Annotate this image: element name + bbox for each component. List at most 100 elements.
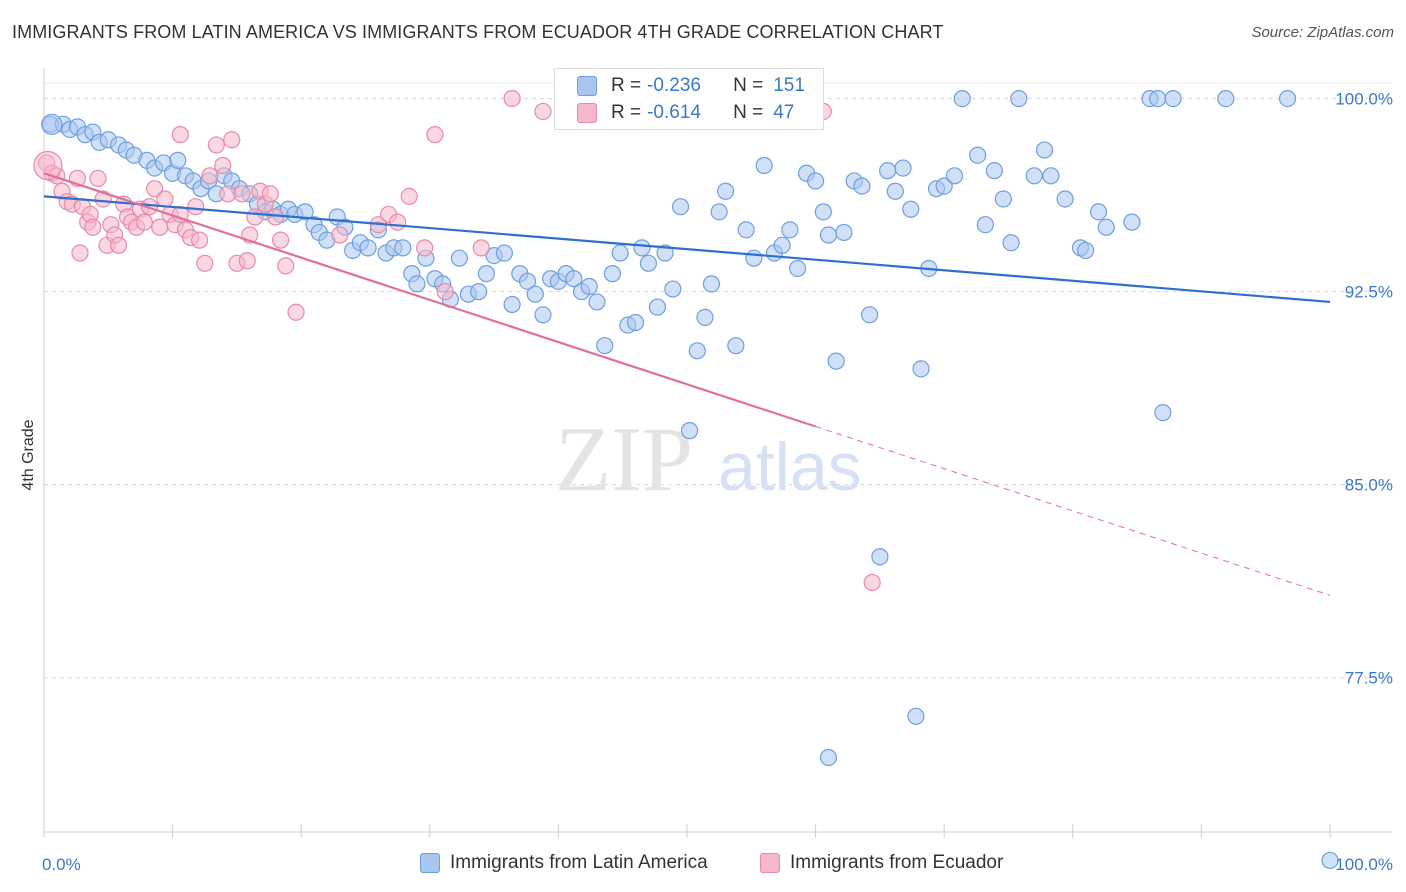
legend-swatch-pink bbox=[760, 853, 780, 873]
watermark-zip: ZIP bbox=[555, 408, 693, 510]
data-point bbox=[737, 221, 755, 239]
points-layer bbox=[33, 89, 1339, 870]
data-point bbox=[534, 102, 552, 121]
stats-legend: R = -0.236 N = 151 R = -0.614 N = 47 bbox=[554, 68, 824, 130]
data-point bbox=[503, 295, 521, 314]
legend-item-ecuador[interactable]: Immigrants from Ecuador bbox=[760, 852, 1003, 874]
data-point bbox=[1123, 213, 1141, 231]
data-point bbox=[1056, 190, 1074, 208]
data-point bbox=[233, 185, 251, 203]
data-point bbox=[945, 167, 964, 185]
data-point bbox=[664, 280, 682, 298]
data-point bbox=[902, 200, 920, 218]
y-tick-label: 85.0% bbox=[1345, 476, 1393, 495]
data-point bbox=[953, 89, 971, 108]
data-point bbox=[835, 223, 853, 242]
data-point bbox=[207, 136, 225, 154]
data-point bbox=[565, 270, 583, 288]
data-point bbox=[71, 244, 89, 262]
data-point bbox=[1077, 241, 1095, 260]
data-point bbox=[261, 185, 279, 203]
data-point bbox=[696, 308, 714, 326]
data-point bbox=[394, 239, 412, 257]
stats-row-ecuador: R = -0.614 N = 47 bbox=[577, 102, 794, 124]
x-tick-label: 0.0% bbox=[42, 855, 81, 874]
data-point bbox=[656, 244, 674, 262]
data-point bbox=[853, 177, 871, 195]
data-point bbox=[389, 213, 407, 231]
x-tick-label: 100.0% bbox=[1335, 855, 1393, 874]
data-point bbox=[470, 283, 488, 301]
data-point bbox=[1149, 89, 1167, 108]
data-point bbox=[1164, 89, 1182, 108]
data-point bbox=[596, 337, 614, 355]
data-point bbox=[135, 213, 153, 231]
data-point bbox=[626, 313, 645, 332]
data-point bbox=[1025, 167, 1043, 185]
data-point bbox=[745, 249, 763, 267]
watermark-atlas: atlas bbox=[718, 429, 862, 505]
chart-legend: Immigrants from Latin America Immigrants… bbox=[0, 852, 1406, 878]
data-point bbox=[648, 298, 667, 316]
data-point bbox=[1042, 167, 1060, 185]
data-point bbox=[272, 231, 290, 249]
data-point bbox=[1002, 234, 1020, 252]
data-point bbox=[611, 244, 629, 262]
legend-label: Immigrants from Latin America bbox=[450, 852, 708, 873]
r-label: R = bbox=[611, 75, 642, 96]
data-point bbox=[187, 198, 205, 216]
data-point bbox=[886, 182, 904, 200]
data-point bbox=[331, 226, 349, 244]
legend-item-latin-america[interactable]: Immigrants from Latin America bbox=[420, 852, 708, 874]
y-tick-label: 77.5% bbox=[1345, 669, 1393, 688]
data-point bbox=[912, 360, 930, 378]
data-point bbox=[296, 203, 314, 221]
data-point bbox=[246, 208, 264, 226]
data-point bbox=[151, 218, 169, 236]
grid-layer bbox=[44, 82, 1392, 679]
data-point bbox=[863, 573, 881, 592]
data-point bbox=[472, 239, 490, 257]
data-point bbox=[1217, 89, 1235, 108]
r-label: R = bbox=[611, 102, 642, 123]
legend-label: Immigrants from Ecuador bbox=[790, 852, 1004, 873]
labels-layer: 100.0% 92.5% 85.0% 77.5% 0.0% 100.0% 4th Grade bbox=[20, 90, 1393, 874]
data-point bbox=[580, 277, 598, 296]
data-point bbox=[1154, 403, 1172, 422]
data-point bbox=[534, 306, 552, 324]
data-point bbox=[871, 548, 889, 566]
data-point bbox=[169, 151, 187, 169]
source-label: Source: ZipAtlas.com bbox=[1251, 24, 1394, 41]
data-point bbox=[985, 162, 1003, 180]
data-point bbox=[416, 239, 434, 257]
legend-swatch-blue bbox=[420, 853, 440, 873]
data-point bbox=[716, 182, 735, 200]
data-point bbox=[359, 239, 377, 257]
stats-swatch-pink bbox=[577, 103, 597, 123]
data-point bbox=[400, 187, 418, 205]
data-point bbox=[879, 162, 897, 180]
data-point bbox=[495, 244, 513, 262]
data-point bbox=[223, 131, 241, 149]
data-point bbox=[819, 748, 838, 767]
data-point bbox=[819, 226, 838, 244]
n-label: N = bbox=[733, 75, 764, 96]
data-point bbox=[426, 126, 444, 144]
data-point bbox=[710, 203, 728, 221]
data-point bbox=[603, 265, 622, 283]
data-point bbox=[1035, 141, 1054, 159]
data-point bbox=[89, 169, 107, 187]
y-tick-label: 100.0% bbox=[1335, 90, 1393, 109]
y-axis-label: 4th Grade bbox=[20, 419, 37, 490]
data-point bbox=[84, 218, 102, 236]
trend-line bbox=[43, 172, 816, 428]
data-point bbox=[702, 275, 721, 293]
data-point bbox=[861, 306, 879, 324]
data-point bbox=[1278, 89, 1297, 108]
n-value: 47 bbox=[773, 102, 795, 123]
data-point bbox=[781, 221, 799, 239]
data-point bbox=[688, 342, 706, 360]
data-point bbox=[755, 156, 773, 175]
data-point bbox=[814, 203, 832, 221]
